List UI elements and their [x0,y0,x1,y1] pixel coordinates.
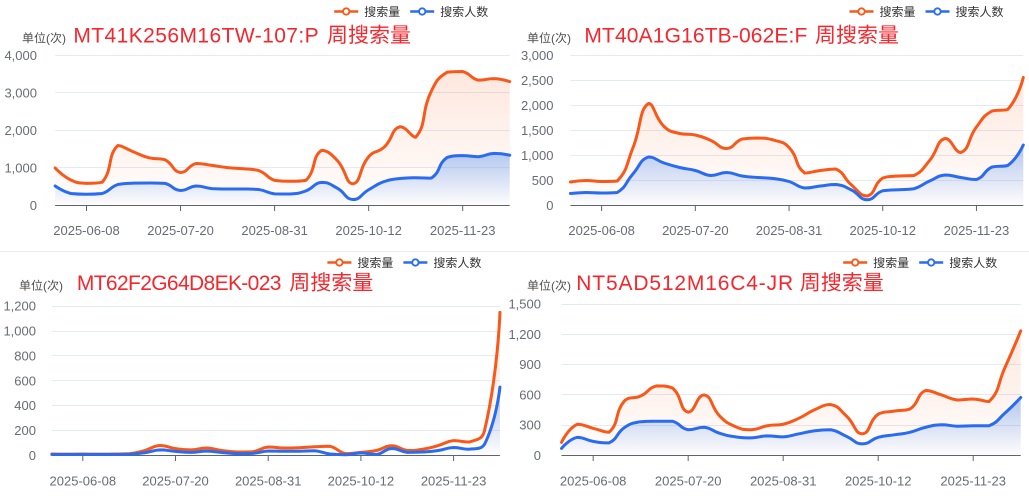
svg-text:2025-11-23: 2025-11-23 [421,474,487,489]
svg-text:2025-10-12: 2025-10-12 [328,474,395,489]
svg-text:2025-11-23: 2025-11-23 [944,223,1010,238]
svg-text:1,500: 1,500 [508,297,541,312]
svg-text:1,200: 1,200 [508,327,541,342]
svg-text:(: ( [551,279,555,293]
svg-text:4,000: 4,000 [4,48,37,63]
svg-text:): ) [567,279,571,293]
svg-text:2025-07-20: 2025-07-20 [655,474,722,489]
svg-text:2025-08-31: 2025-08-31 [235,474,302,489]
svg-text:3,000: 3,000 [4,85,37,100]
svg-text:0: 0 [30,198,37,213]
svg-text:2025-07-20: 2025-07-20 [662,223,729,238]
svg-text:2,000: 2,000 [4,123,37,138]
svg-text:1,500: 1,500 [521,123,554,138]
svg-text:2025-08-31: 2025-08-31 [750,474,817,489]
svg-text:3,000: 3,000 [521,48,554,63]
svg-text:2025-07-20: 2025-07-20 [142,474,209,489]
svg-text:2,500: 2,500 [521,73,554,88]
svg-text:2025-08-31: 2025-08-31 [756,223,823,238]
svg-text:): ) [59,279,63,293]
svg-text:300: 300 [519,418,541,433]
svg-text:500: 500 [532,173,554,188]
svg-text:2,000: 2,000 [521,98,554,113]
svg-text:2025-06-08: 2025-06-08 [568,223,635,238]
svg-text:600: 600 [14,373,36,388]
svg-text:200: 200 [14,423,36,438]
svg-text:2025-11-23: 2025-11-23 [940,474,1006,489]
svg-text:MT62F2G64D8EK-023: MT62F2G64D8EK-023 [77,272,281,295]
svg-text:900: 900 [519,357,541,372]
svg-text:2025-11-23: 2025-11-23 [430,223,496,238]
svg-text:1,200: 1,200 [3,299,36,314]
svg-text:(: ( [46,31,50,45]
svg-text:0: 0 [546,198,553,213]
svg-text:NT5AD512M16C4-JR: NT5AD512M16C4-JR [576,272,794,295]
svg-text:2025-06-08: 2025-06-08 [50,474,117,489]
svg-text:2025-06-08: 2025-06-08 [53,223,120,238]
svg-text:MT41K256M16TW-107:P: MT41K256M16TW-107:P [73,24,319,47]
svg-text:): ) [567,31,571,45]
svg-text:MT40A1G16TB-062E:F: MT40A1G16TB-062E:F [584,24,807,47]
svg-text:1,000: 1,000 [4,160,37,175]
svg-text:(: ( [551,31,555,45]
svg-text:(: ( [43,279,47,293]
svg-text:2025-10-12: 2025-10-12 [335,223,402,238]
svg-text:2025-08-31: 2025-08-31 [241,223,308,238]
svg-text:1,000: 1,000 [521,148,554,163]
svg-text:2025-07-20: 2025-07-20 [147,223,214,238]
svg-text:2025-10-12: 2025-10-12 [845,474,912,489]
svg-text:1,000: 1,000 [3,323,36,338]
svg-text:400: 400 [14,398,36,413]
svg-text:0: 0 [534,448,541,463]
svg-text:600: 600 [519,387,541,402]
svg-text:800: 800 [14,348,36,363]
svg-text:2025-06-08: 2025-06-08 [560,474,627,489]
svg-text:2025-10-12: 2025-10-12 [849,223,916,238]
svg-text:): ) [62,31,66,45]
svg-text:0: 0 [29,448,36,463]
